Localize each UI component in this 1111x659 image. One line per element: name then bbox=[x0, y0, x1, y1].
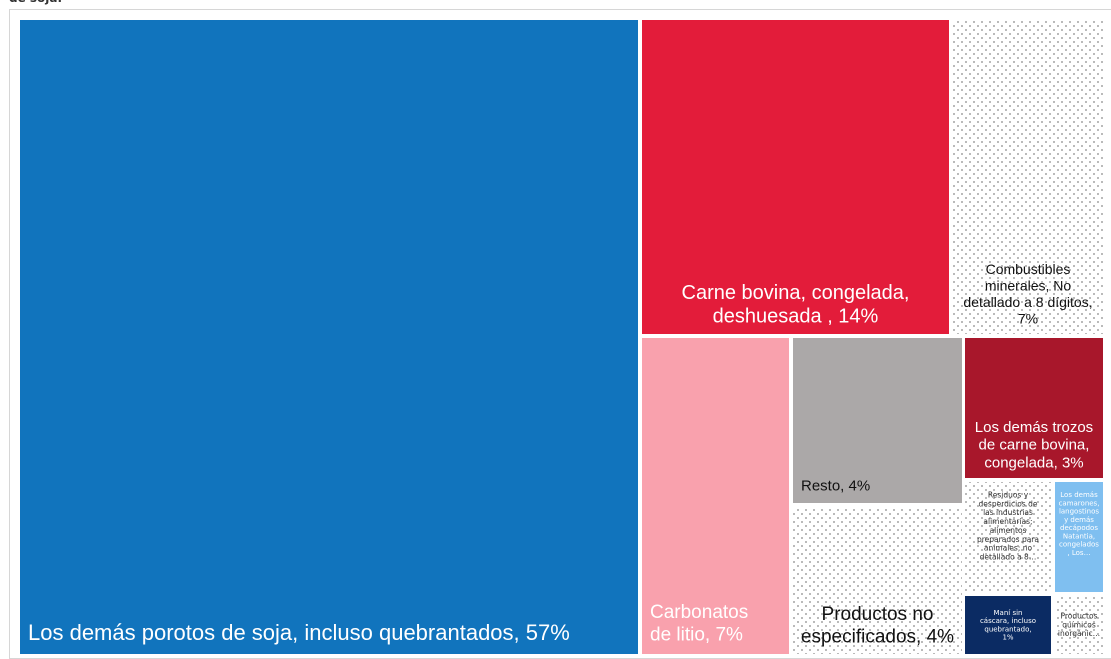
tile-label-residuos-y-desperdicios-de-las-industria: Residuos y desperdicios de las industrias a… bbox=[977, 491, 1039, 562]
tile-resto[interactable] bbox=[793, 338, 962, 503]
tile-carne-bovina[interactable] bbox=[642, 20, 949, 334]
tile-label-los-demas-trozos-de-carne-bovina: Los demás trozos de carne bovina, congelad… bbox=[975, 419, 1093, 471]
tile-residuos-y-desperdicios-de-las-industria[interactable] bbox=[965, 482, 1051, 592]
chart-title-clipped: de soja. bbox=[9, 0, 62, 5]
tile-los-demas-camarones[interactable] bbox=[1055, 482, 1103, 592]
tile-los-demas-porotos-de-soja[interactable] bbox=[20, 20, 638, 654]
tile-los-demas-trozos-de-carne-bovina[interactable] bbox=[965, 338, 1103, 478]
tile-label-carbonatos-de-litio: Carbonatos de litio, 7% bbox=[650, 602, 748, 645]
tile-label-combustibles-minerales: Combustibles minerales, No detallado a 8 d… bbox=[963, 261, 1092, 327]
tile-label-mani-sin-cascara: Maní sin cáscara, incluso quebrantado, 1% bbox=[980, 609, 1036, 642]
tile-combustibles-minerales[interactable] bbox=[953, 20, 1103, 334]
tile-label-los-demas-porotos-de-soja: Los demás porotos de soja, incluso quebr… bbox=[28, 620, 570, 645]
tile-label-resto: Resto, 4% bbox=[801, 477, 870, 494]
tile-productos-no-especificados[interactable] bbox=[793, 507, 962, 654]
tile-label-productos-no-especificados: Productos no especificados, 4% bbox=[801, 604, 954, 647]
tile-label-los-demas-camarones: Los demás camarones, langostinos y demás dec… bbox=[1059, 491, 1100, 557]
tile-label-productos-quimicos-inorganic: Productos químicos inorgánic… bbox=[1058, 611, 1100, 638]
tile-mani-sin-cascara[interactable] bbox=[965, 596, 1051, 654]
tile-carbonatos-de-litio[interactable] bbox=[642, 338, 789, 654]
tile-label-carne-bovina: Carne bovina, congelada, deshuesada , 14% bbox=[682, 282, 910, 328]
tile-productos-quimicos-inorganic[interactable] bbox=[1055, 596, 1103, 654]
